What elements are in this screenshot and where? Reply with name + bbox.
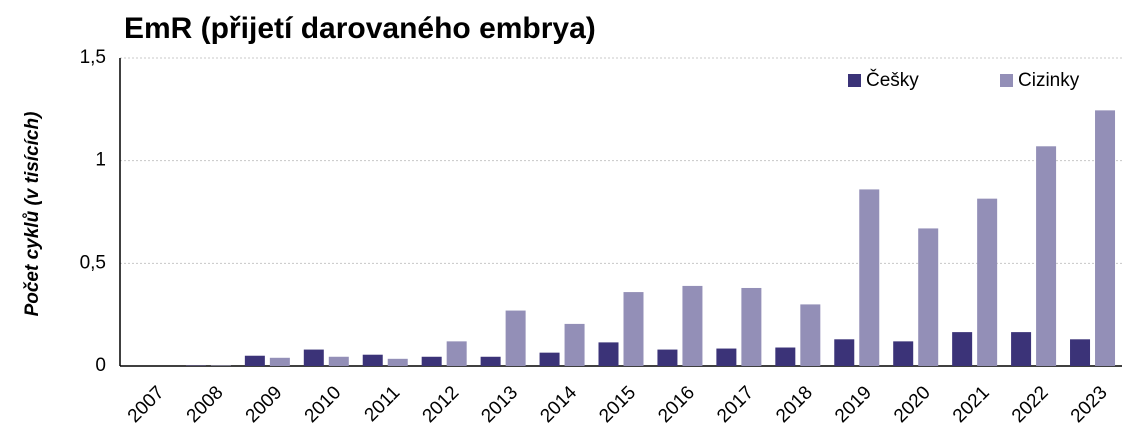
bar [1095, 110, 1116, 366]
x-tick-label: 2021 [949, 382, 994, 427]
legend-label: Češky [866, 69, 919, 91]
bar [859, 189, 880, 366]
x-tick-label: 2008 [183, 382, 228, 427]
bar [741, 287, 762, 366]
bar [918, 228, 939, 366]
x-tick-label: 2015 [595, 382, 640, 427]
bar [716, 348, 737, 366]
bar [328, 356, 349, 366]
bar [480, 356, 501, 366]
bar [539, 352, 560, 366]
y-tick-label: 1,5 [80, 47, 106, 68]
y-tick-label: 0 [95, 355, 106, 376]
x-tick-label: 2023 [1067, 382, 1112, 427]
bar [952, 332, 973, 366]
chart-title: EmR (přijetí darovaného embrya) [124, 12, 596, 45]
bar [623, 292, 644, 366]
x-tick-label: 2013 [477, 382, 522, 427]
bar [682, 285, 703, 366]
bar [1070, 339, 1091, 366]
x-tick-label: 2020 [890, 382, 935, 427]
bar [269, 357, 290, 366]
x-tick-label: 2016 [654, 382, 699, 427]
x-tick-label: 2009 [242, 382, 287, 427]
x-tick-label: 2017 [713, 382, 758, 427]
bar [362, 354, 383, 366]
x-tick-label: 2018 [772, 382, 817, 427]
bar [446, 341, 467, 366]
y-axis-label: Počet cyklů (v tisících) [22, 112, 43, 317]
x-tick-label: 2019 [831, 382, 876, 427]
bar [834, 339, 855, 366]
bar [800, 304, 821, 366]
legend-label: Cizinky [1018, 70, 1080, 91]
bar [977, 198, 998, 366]
bar [244, 355, 265, 366]
x-tick-label: 2014 [536, 382, 581, 427]
x-tick-label: 2022 [1008, 382, 1053, 427]
bar [505, 310, 526, 366]
x-tick-label: 2007 [124, 382, 169, 427]
legend-swatch [1000, 74, 1013, 87]
x-tick-label: 2010 [301, 382, 346, 427]
bar [303, 349, 324, 366]
y-tick-label: 0,5 [80, 252, 106, 273]
bar [893, 341, 914, 366]
x-tick-label: 2012 [419, 382, 464, 427]
bar [387, 358, 408, 366]
y-tick-label: 1 [95, 150, 106, 171]
bar [564, 323, 585, 366]
legend-swatch [848, 74, 861, 87]
bar [598, 342, 619, 366]
bar [1036, 146, 1057, 366]
bar [421, 356, 442, 366]
bar [775, 347, 796, 366]
bar [1011, 332, 1032, 366]
bar [657, 349, 678, 366]
x-tick-label: 2011 [361, 382, 405, 426]
